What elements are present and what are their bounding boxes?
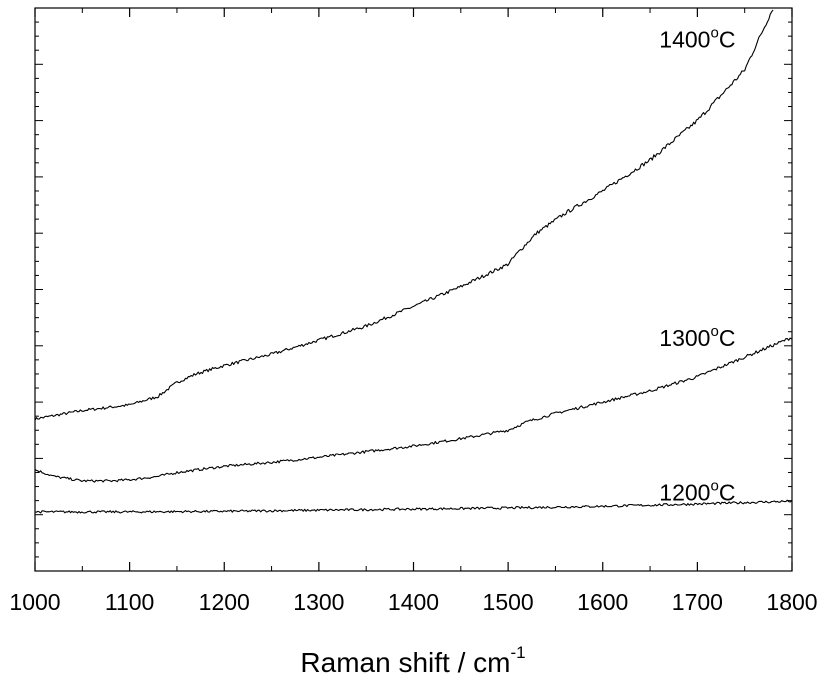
series-line-1200 bbox=[34, 499, 792, 514]
x-tick-labels: 1000 1100 1200 1300 1400 1500 1600 1700 1800 bbox=[9, 589, 817, 615]
x-tick-label: 1400 bbox=[388, 589, 439, 615]
series-labels: 1400oC 1300oC 1200oC bbox=[659, 24, 735, 505]
axis-ticks bbox=[34, 7, 793, 572]
series-line-1400 bbox=[34, 9, 774, 421]
x-tick-label: 1200 bbox=[199, 589, 250, 615]
x-tick-label: 1000 bbox=[9, 589, 60, 615]
series-lines bbox=[34, 9, 792, 514]
x-tick-label: 1100 bbox=[105, 589, 154, 615]
x-tick-label: 1700 bbox=[672, 589, 723, 615]
x-tick-label: 1600 bbox=[577, 589, 628, 615]
x-tick-label: 1300 bbox=[293, 589, 344, 615]
series-label-1300: 1300oC bbox=[659, 323, 735, 351]
series-line-1300 bbox=[34, 337, 792, 483]
x-axis-title: Raman shift / cm-1 bbox=[300, 643, 525, 678]
x-tick-label: 1800 bbox=[766, 589, 817, 615]
x-tick-label: 1500 bbox=[483, 589, 534, 615]
series-label-1400: 1400oC bbox=[659, 24, 735, 52]
series-label-1200: 1200oC bbox=[659, 478, 735, 506]
